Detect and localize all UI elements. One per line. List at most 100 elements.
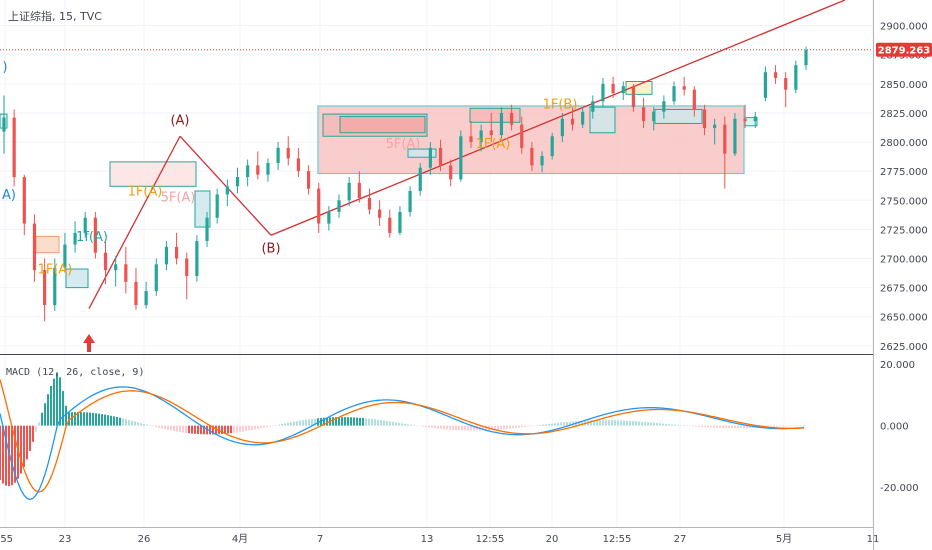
macd-histogram-bar — [215, 425, 217, 435]
candle-body — [215, 194, 219, 218]
time-tick-label: 27 — [674, 534, 687, 545]
candle-body — [144, 291, 148, 306]
candle-body — [134, 281, 138, 306]
macd-histogram-bar — [137, 422, 139, 426]
macd-histogram-bar — [788, 425, 790, 427]
macd-histogram-bar — [155, 425, 157, 428]
macd-histogram-bar — [314, 418, 316, 426]
macd-histogram-bar — [392, 421, 394, 426]
macd-histogram-bar — [497, 425, 499, 430]
macd-histogram-bar — [158, 425, 160, 428]
macd-histogram-bar — [134, 421, 136, 426]
macd-histogram-bar — [539, 424, 541, 426]
macd-histogram-bar — [2, 425, 4, 484]
macd-histogram-bar — [149, 425, 151, 427]
macd-histogram-bar — [536, 425, 538, 426]
macd-histogram-bar — [86, 412, 88, 426]
macd-histogram-bar — [26, 425, 28, 460]
macd-histogram-bar — [461, 425, 463, 431]
candle-body — [550, 136, 554, 157]
candle-body — [276, 147, 280, 164]
candle-body — [398, 211, 402, 233]
macd-histogram-bar — [143, 423, 145, 426]
macd-histogram-bar — [17, 425, 19, 479]
macd-histogram-bar — [416, 425, 418, 427]
macd-histogram-bar — [464, 425, 466, 431]
macd-histogram-bar — [425, 425, 427, 427]
candle-body — [347, 182, 351, 201]
candle-body — [357, 182, 361, 198]
macd-histogram-bar — [53, 378, 55, 426]
candle-body — [692, 89, 696, 110]
macd-histogram-bar — [335, 417, 337, 426]
macd-histogram-bar — [359, 417, 361, 426]
macd-histogram-bar — [125, 419, 127, 426]
candle-body — [753, 116, 757, 122]
macd-histogram-bar — [326, 417, 328, 426]
macd-histogram-bar — [173, 425, 175, 431]
candle-body — [256, 165, 260, 175]
macd-histogram-bar — [545, 424, 547, 426]
macd-histogram-bar — [644, 421, 646, 426]
macd-histogram-bar — [380, 420, 382, 426]
macd-histogram-bar — [494, 425, 496, 430]
candle-body — [794, 65, 798, 90]
candle-body — [631, 86, 636, 108]
macd-histogram-bar — [374, 419, 376, 426]
macd-histogram-bar — [347, 417, 349, 426]
macd-histogram-bar — [671, 424, 673, 426]
macd-histogram-bar — [371, 418, 373, 426]
macd-histogram-bar — [377, 419, 379, 426]
macd-histogram-bar — [449, 425, 451, 430]
macd-histogram-bar — [404, 423, 406, 426]
macd-histogram-bar — [473, 425, 475, 431]
candle-body — [185, 258, 189, 276]
price-tick-label: 2850.000 — [880, 80, 928, 91]
macd-histogram-bar — [242, 425, 244, 432]
macd-histogram-bar — [686, 425, 688, 427]
wave-label: 1F(A) — [38, 263, 73, 278]
candle-body — [530, 147, 534, 166]
macd-histogram-bar — [5, 425, 7, 486]
macd-histogram-bar — [590, 420, 592, 426]
macd-histogram-bar — [152, 425, 154, 427]
macd-histogram-bar — [80, 412, 82, 426]
macd-histogram-bar — [0, 425, 1, 480]
macd-histogram-bar — [212, 425, 214, 435]
macd-histogram-bar — [128, 419, 130, 426]
time-tick-label: 12:55 — [603, 534, 632, 545]
candle-body — [378, 209, 382, 218]
macd-histogram-bar — [245, 425, 247, 432]
macd-histogram-bar — [638, 421, 640, 426]
time-tick-label: 7 — [317, 534, 323, 545]
candle-body — [43, 270, 47, 306]
macd-histogram-bar — [599, 420, 601, 426]
macd-tick-label: -20.000 — [880, 483, 919, 494]
macd-histogram-bar — [368, 418, 370, 426]
macd-histogram-bar — [164, 425, 166, 430]
macd-histogram-bar — [677, 424, 679, 426]
candle-body — [195, 241, 199, 276]
candle-body — [662, 101, 666, 112]
macd-histogram-bar — [626, 420, 628, 426]
macd-histogram-bar — [569, 421, 571, 426]
macd-histogram-bar — [341, 417, 343, 426]
macd-histogram-bar — [122, 418, 124, 426]
macd-histogram-bar — [557, 422, 559, 426]
macd-histogram-bar — [230, 425, 232, 434]
macd-histogram-bar — [266, 425, 268, 428]
macd-histogram-bar — [95, 413, 97, 426]
macd-histogram-bar — [773, 425, 775, 427]
macd-histogram-bar — [98, 413, 100, 426]
candle-body — [428, 147, 432, 168]
macd-histogram-bar — [500, 425, 502, 430]
macd-histogram-bar — [650, 422, 652, 426]
macd-histogram-bar — [731, 425, 733, 429]
macd-histogram-bar — [290, 422, 292, 426]
macd-histogram-bar — [272, 425, 274, 427]
macd-histogram-bar — [770, 425, 772, 428]
price-tick-label: 2750.000 — [880, 196, 928, 207]
macd-histogram-bar — [38, 422, 40, 426]
